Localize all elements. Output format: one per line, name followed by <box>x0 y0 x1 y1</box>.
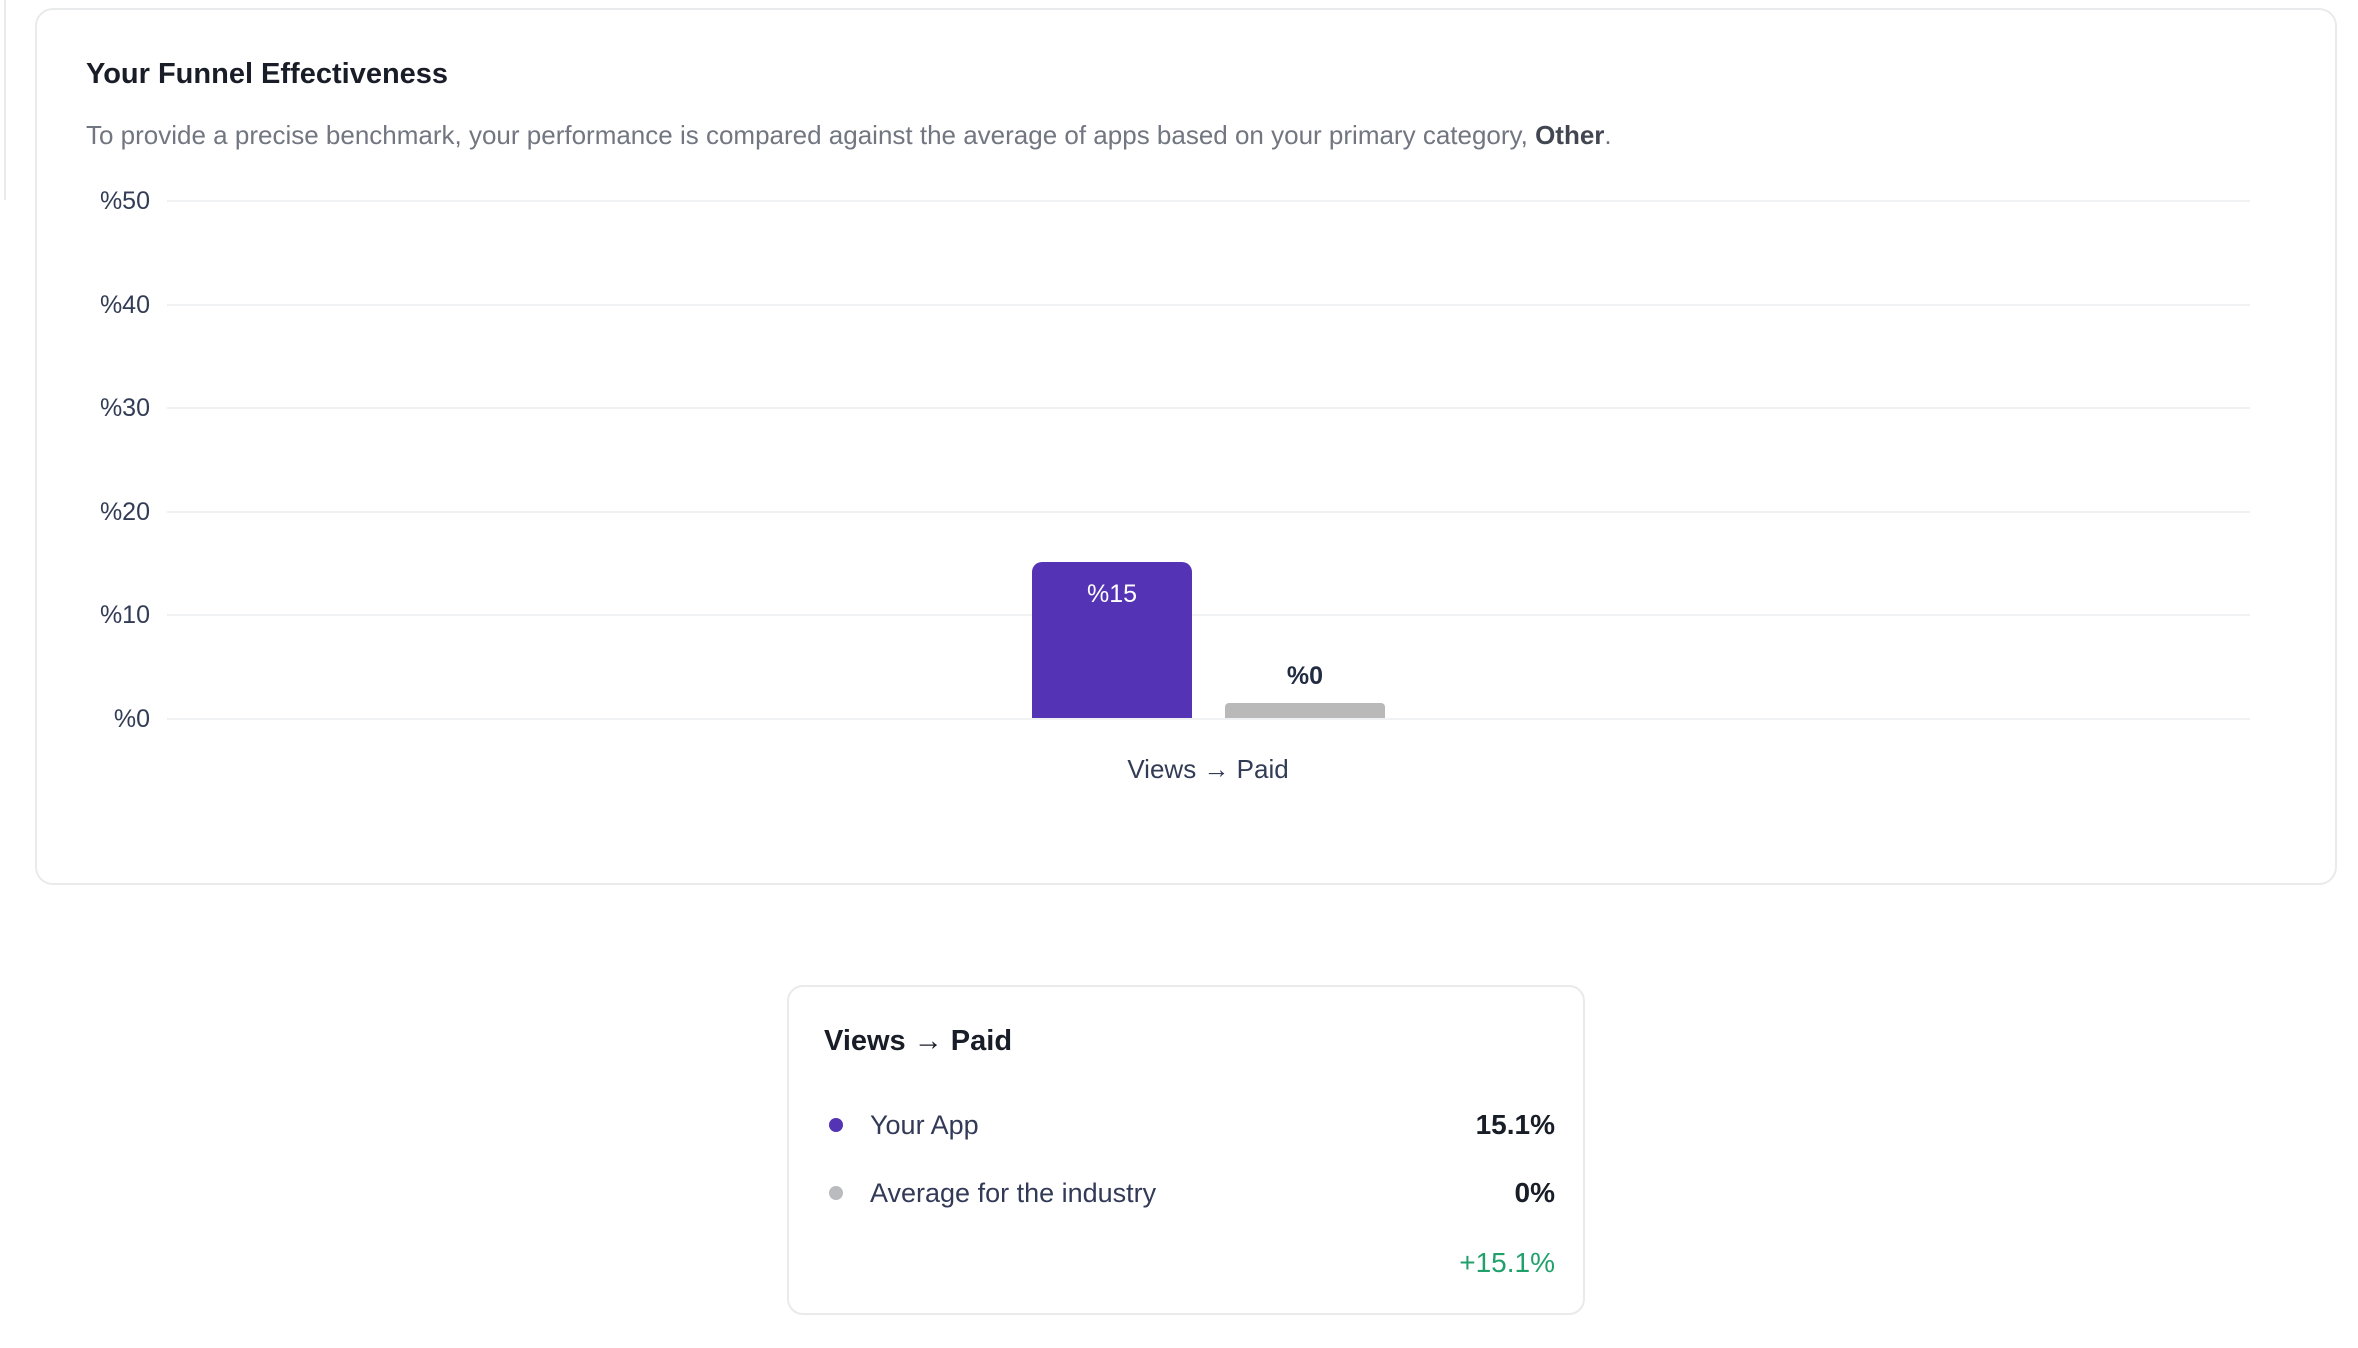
funnel-step-detail-card: Views → Paid Your App 15.1% Average for … <box>787 985 1585 1315</box>
funnel-effectiveness-card: Your Funnel Effectiveness To provide a p… <box>35 8 2337 885</box>
subtitle-text: To provide a precise benchmark, your per… <box>86 120 1536 150</box>
legend-label: Your App <box>870 1109 979 1140</box>
y-gridline <box>167 614 2250 617</box>
y-gridline <box>167 200 2250 202</box>
delta-row: +15.1% <box>824 1243 1555 1283</box>
bar-average-for-the-industry[interactable] <box>1225 703 1385 718</box>
y-axis-tick-label: %10 <box>99 601 150 630</box>
legend-value: 0% <box>1514 1177 1555 1208</box>
y-axis-tick-label: %40 <box>99 290 150 319</box>
bar-your-app[interactable]: %15 <box>1032 561 1192 718</box>
x-axis-category-label: Views → Paid <box>1127 754 1289 784</box>
y-gridline <box>167 303 2250 306</box>
y-axis-tick-label: %50 <box>99 187 150 215</box>
bar-value-label: %0 <box>1286 662 1324 690</box>
y-axis-tick-label: %30 <box>99 394 150 423</box>
subtitle-period: . <box>1604 120 1612 150</box>
y-axis-tick-label: %20 <box>99 497 150 526</box>
legend-label: Average for the industry <box>870 1177 1157 1208</box>
y-gridline <box>167 718 2250 720</box>
legend-value: 15.1% <box>1475 1109 1555 1140</box>
detail-card-title: Views → Paid <box>824 1025 1013 1057</box>
legend-row-your-app: Your App 15.1% <box>824 1105 1555 1145</box>
your-app-dot-icon <box>829 1118 843 1132</box>
legend-row-industry-average: Average for the industry 0% <box>824 1173 1555 1213</box>
subtitle-category-name: Other <box>1535 120 1605 150</box>
delta-value: +15.1% <box>1459 1247 1555 1278</box>
industry-average-dot-icon <box>829 1186 843 1200</box>
y-gridline <box>167 407 2250 410</box>
funnel-bar-chart: Views → Paid %50 %40 %30 %20 %10 %0 %15 %0 <box>37 10 2335 883</box>
y-axis-tick-label: %0 <box>113 705 150 733</box>
funnel-card-title: Your Funnel Effectiveness <box>86 58 449 90</box>
bar-value-label: %15 <box>1086 579 1138 608</box>
y-gridline <box>167 510 2250 513</box>
partial-card-edge <box>4 0 6 200</box>
funnel-card-subtitle: To provide a precise benchmark, your per… <box>86 120 1612 151</box>
